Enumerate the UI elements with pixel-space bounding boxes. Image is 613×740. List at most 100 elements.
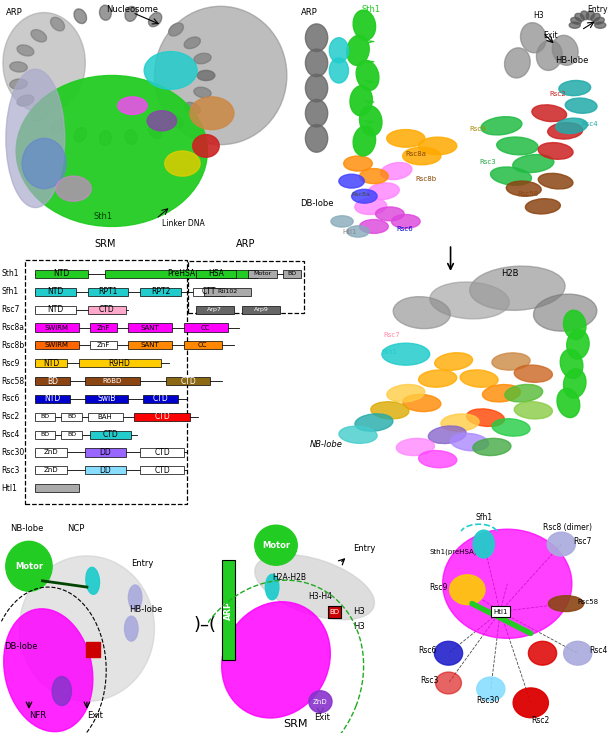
Text: Sfh1: Sfh1: [1, 287, 18, 296]
Text: Rsc2: Rsc2: [531, 716, 549, 724]
Ellipse shape: [22, 138, 66, 189]
Bar: [184, 323, 227, 332]
Text: Rsc4: Rsc4: [590, 646, 608, 655]
Text: Rsc30: Rsc30: [477, 696, 500, 704]
Ellipse shape: [197, 70, 215, 81]
Ellipse shape: [148, 13, 162, 27]
Text: Linker DNA: Linker DNA: [162, 220, 205, 229]
Ellipse shape: [460, 370, 498, 387]
Text: Exit: Exit: [314, 713, 330, 722]
Ellipse shape: [492, 353, 530, 370]
Ellipse shape: [194, 53, 211, 64]
Bar: [85, 395, 129, 403]
Ellipse shape: [403, 394, 441, 411]
Ellipse shape: [222, 602, 330, 718]
Bar: [188, 261, 303, 314]
Ellipse shape: [567, 330, 589, 359]
Ellipse shape: [595, 22, 606, 28]
Text: CTD: CTD: [180, 377, 196, 386]
Text: Sth1: Sth1: [93, 212, 113, 221]
Text: Rti102: Rti102: [218, 289, 238, 295]
Bar: [140, 448, 184, 457]
Ellipse shape: [547, 123, 583, 139]
Text: Rsc2: Rsc2: [1, 412, 20, 421]
Ellipse shape: [552, 36, 578, 65]
Ellipse shape: [184, 37, 200, 49]
Ellipse shape: [538, 143, 573, 159]
Circle shape: [547, 532, 576, 556]
Ellipse shape: [10, 79, 28, 89]
Text: Rsc6: Rsc6: [1, 394, 20, 403]
Ellipse shape: [556, 118, 587, 133]
Text: Sth1: Sth1: [361, 5, 380, 14]
Bar: [85, 448, 126, 457]
Text: Exit: Exit: [87, 711, 103, 720]
Bar: [35, 431, 55, 439]
Bar: [222, 559, 235, 660]
Ellipse shape: [387, 385, 425, 402]
Ellipse shape: [353, 126, 376, 156]
Bar: [184, 341, 222, 349]
Text: Rsc58: Rsc58: [578, 599, 599, 605]
Bar: [35, 359, 67, 367]
Text: Rsc3: Rsc3: [421, 676, 439, 685]
Ellipse shape: [190, 97, 234, 130]
Circle shape: [309, 690, 332, 713]
Ellipse shape: [3, 13, 85, 113]
Ellipse shape: [371, 402, 409, 419]
Ellipse shape: [392, 215, 420, 229]
Circle shape: [564, 642, 592, 665]
Ellipse shape: [194, 87, 211, 98]
Text: Motor: Motor: [254, 272, 272, 277]
Ellipse shape: [99, 131, 112, 146]
Ellipse shape: [10, 62, 28, 72]
Text: HB-lobe: HB-lobe: [555, 56, 589, 65]
Ellipse shape: [344, 156, 372, 171]
Text: BAH: BAH: [97, 414, 112, 420]
Ellipse shape: [419, 370, 457, 387]
Ellipse shape: [450, 575, 485, 605]
Ellipse shape: [581, 11, 588, 20]
Ellipse shape: [31, 109, 47, 121]
Text: SANT: SANT: [141, 343, 160, 349]
Text: Rsc58: Rsc58: [1, 377, 25, 386]
Text: NB-lobe: NB-lobe: [310, 440, 343, 449]
Ellipse shape: [305, 124, 328, 152]
Ellipse shape: [533, 294, 597, 332]
Text: Rsc8 (dimer): Rsc8 (dimer): [543, 523, 592, 532]
Text: Sth1: Sth1: [1, 269, 19, 278]
Text: Rsc8b: Rsc8b: [1, 341, 25, 350]
Ellipse shape: [17, 45, 34, 56]
Text: CTD: CTD: [99, 305, 115, 314]
Ellipse shape: [387, 130, 425, 147]
Text: Rsc9: Rsc9: [470, 126, 486, 132]
Circle shape: [436, 672, 462, 694]
Text: ZnF: ZnF: [97, 325, 110, 331]
Ellipse shape: [339, 174, 364, 188]
Circle shape: [528, 642, 557, 665]
Bar: [61, 413, 82, 421]
Text: SRM: SRM: [94, 239, 116, 249]
Bar: [129, 323, 172, 332]
Bar: [35, 413, 55, 421]
Ellipse shape: [52, 676, 72, 705]
Ellipse shape: [329, 58, 348, 83]
Bar: [88, 306, 126, 314]
Ellipse shape: [329, 38, 348, 63]
Text: Entry: Entry: [587, 5, 608, 14]
Ellipse shape: [305, 49, 328, 77]
Text: Rsc30: Rsc30: [1, 448, 25, 457]
Text: RPT1: RPT1: [98, 287, 118, 296]
Text: CTT: CTT: [202, 287, 216, 296]
Ellipse shape: [481, 117, 522, 135]
Text: Rsc9: Rsc9: [430, 582, 448, 592]
Text: CTD: CTD: [153, 394, 169, 403]
Ellipse shape: [197, 70, 215, 81]
Text: Entry: Entry: [353, 544, 376, 553]
Ellipse shape: [144, 52, 197, 90]
Ellipse shape: [125, 7, 137, 21]
Ellipse shape: [124, 616, 138, 641]
Text: H3-H4: H3-H4: [308, 592, 332, 601]
Ellipse shape: [466, 409, 504, 426]
Text: HSA: HSA: [208, 269, 224, 278]
